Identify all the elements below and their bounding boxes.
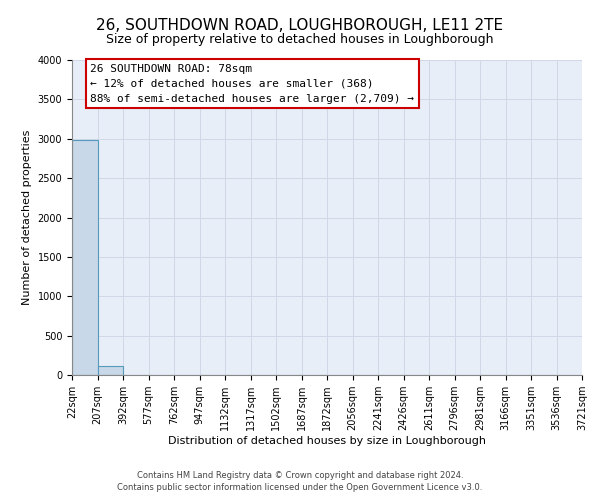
Text: 26 SOUTHDOWN ROAD: 78sqm
← 12% of detached houses are smaller (368)
88% of semi-: 26 SOUTHDOWN ROAD: 78sqm ← 12% of detach… — [91, 64, 415, 104]
Text: Contains HM Land Registry data © Crown copyright and database right 2024.
Contai: Contains HM Land Registry data © Crown c… — [118, 471, 482, 492]
Bar — [97, 366, 123, 375]
Bar — [72, 140, 97, 375]
X-axis label: Distribution of detached houses by size in Loughborough: Distribution of detached houses by size … — [168, 436, 486, 446]
Text: Size of property relative to detached houses in Loughborough: Size of property relative to detached ho… — [106, 32, 494, 46]
Y-axis label: Number of detached properties: Number of detached properties — [22, 130, 32, 305]
Text: 26, SOUTHDOWN ROAD, LOUGHBOROUGH, LE11 2TE: 26, SOUTHDOWN ROAD, LOUGHBOROUGH, LE11 2… — [97, 18, 503, 32]
